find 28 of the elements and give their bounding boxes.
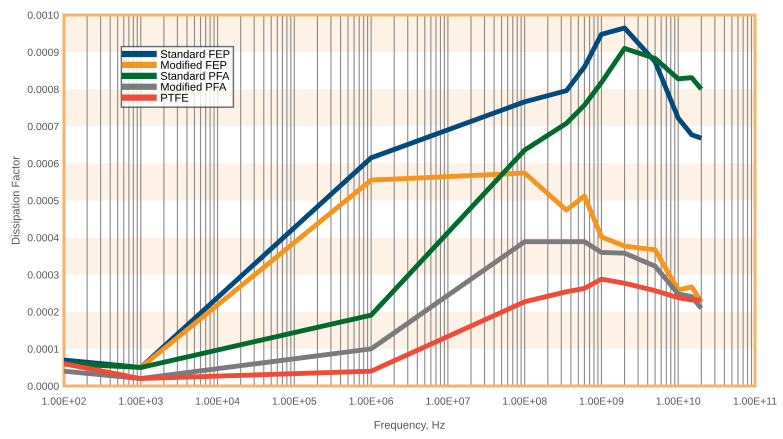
y-tick-label: 0.0004	[28, 234, 59, 242]
y-tick-label: 0.0002	[28, 308, 59, 316]
x-tick-label: 1.00E+10	[656, 397, 700, 405]
y-tick-label: 0.0008	[28, 86, 59, 94]
x-tick-label: 1.00E+09	[580, 397, 624, 405]
x-tick-label: 1.00E+08	[503, 397, 547, 405]
x-axis-title: Frequency, Hz	[374, 421, 445, 432]
y-tick-label: 0.0005	[28, 197, 59, 204]
x-tick-label: 1.00E+03	[119, 397, 163, 405]
y-tick-label: 0.0000	[28, 382, 59, 390]
x-tick-label: 1.00E+04	[196, 397, 240, 405]
y-tick-label: 0.0001	[28, 345, 59, 353]
legend-label: Modified FEP	[161, 60, 226, 69]
legend-label: Standard PFA	[160, 72, 230, 80]
y-tick-label: 0.0006	[28, 160, 59, 168]
legend-label: Standard FEP	[160, 50, 230, 58]
x-tick-label: 1.00E+05	[272, 397, 316, 405]
legend-label: Modified PFA	[161, 82, 226, 91]
y-tick-label: 0.0003	[28, 271, 59, 279]
x-tick-label: 1.00E+11	[734, 397, 777, 405]
x-tick-label: 1.00E+06	[349, 397, 394, 405]
y-tick-label: 0.0009	[28, 48, 59, 56]
legend-label: PTFE	[161, 94, 188, 102]
y-tick-label: 0.0010	[28, 12, 59, 19]
x-tick-label: 1.00E+07	[426, 397, 470, 405]
y-axis-title: Dissipation Factor	[11, 156, 22, 244]
y-tick-label: 0.0007	[28, 122, 59, 130]
x-tick-label: 1.00E+02	[42, 397, 86, 405]
